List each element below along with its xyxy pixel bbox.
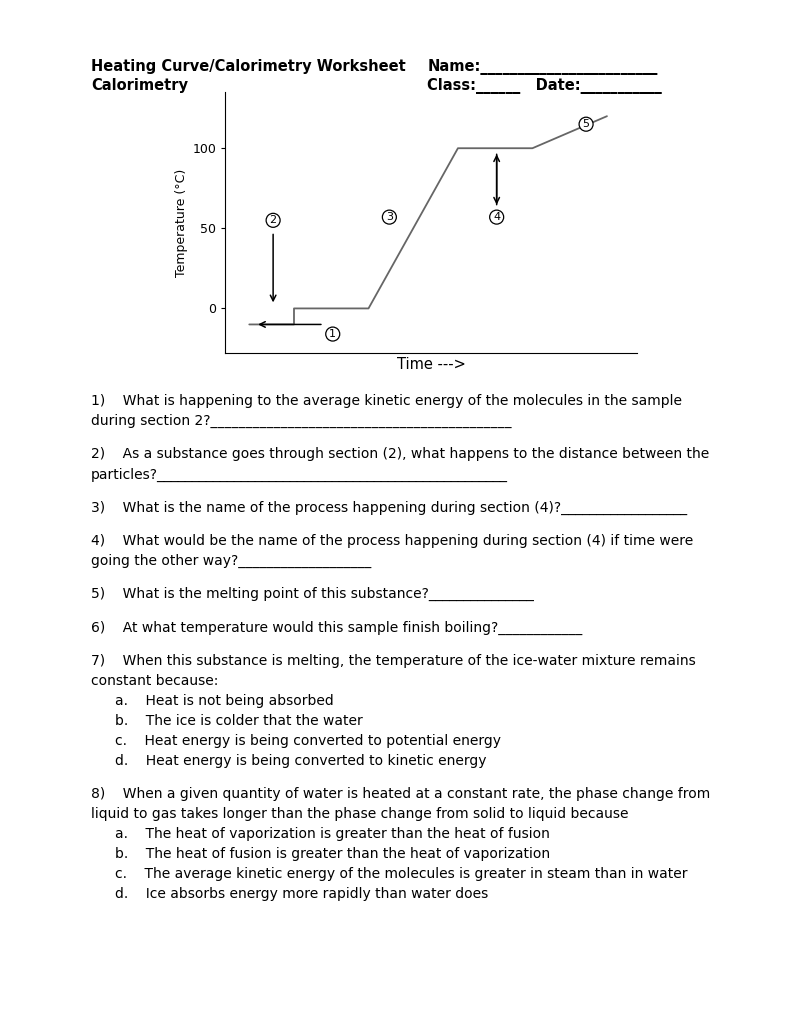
Text: a.    The heat of vaporization is greater than the heat of fusion: a. The heat of vaporization is greater t… [115,826,550,841]
Text: 2)    As a substance goes through section (2), what happens to the distance betw: 2) As a substance goes through section (… [91,447,710,462]
Text: going the other way?___________________: going the other way?___________________ [91,554,371,568]
Text: constant because:: constant because: [91,674,218,688]
Text: c.    The average kinetic energy of the molecules is greater in steam than in wa: c. The average kinetic energy of the mol… [115,866,687,881]
Text: 8)    When a given quantity of water is heated at a constant rate, the phase cha: 8) When a given quantity of water is hea… [91,786,710,801]
Text: liquid to gas takes longer than the phase change from solid to liquid because: liquid to gas takes longer than the phas… [91,807,629,821]
Text: 1: 1 [329,329,336,339]
X-axis label: Time --->: Time ---> [396,357,466,373]
Text: 5)    What is the melting point of this substance?_______________: 5) What is the melting point of this sub… [91,587,534,601]
Text: c.    Heat energy is being converted to potential energy: c. Heat energy is being converted to pot… [115,733,501,748]
Text: particles?__________________________________________________: particles?______________________________… [91,467,508,481]
Text: Calorimetry: Calorimetry [91,78,188,93]
Text: Heating Curve/Calorimetry Worksheet: Heating Curve/Calorimetry Worksheet [91,59,406,75]
Text: 4: 4 [493,212,500,222]
Text: 6)    At what temperature would this sample finish boiling?____________: 6) At what temperature would this sample… [91,621,582,635]
Text: b.    The heat of fusion is greater than the heat of vaporization: b. The heat of fusion is greater than th… [115,847,550,861]
Text: during section 2?___________________________________________: during section 2?_______________________… [91,414,512,428]
Text: 5: 5 [583,119,589,129]
Text: 1)    What is happening to the average kinetic energy of the molecules in the sa: 1) What is happening to the average kine… [91,394,682,409]
Text: a.    Heat is not being absorbed: a. Heat is not being absorbed [115,693,334,708]
Text: 3)    What is the name of the process happening during section (4)?_____________: 3) What is the name of the process happe… [91,501,687,515]
Text: Class:______   Date:___________: Class:______ Date:___________ [427,78,662,94]
Text: 2: 2 [270,215,277,225]
Text: 7)    When this substance is melting, the temperature of the ice-water mixture r: 7) When this substance is melting, the t… [91,653,696,668]
Text: 4)    What would be the name of the process happening during section (4) if time: 4) What would be the name of the process… [91,534,693,548]
Text: b.    The ice is colder that the water: b. The ice is colder that the water [115,714,362,728]
Y-axis label: Temperature (°C): Temperature (°C) [176,169,188,276]
Text: 3: 3 [386,212,393,222]
Text: d.    Heat energy is being converted to kinetic energy: d. Heat energy is being converted to kin… [115,754,486,768]
Text: d.    Ice absorbs energy more rapidly than water does: d. Ice absorbs energy more rapidly than … [115,887,488,901]
Text: Name:________________________: Name:________________________ [427,59,657,76]
